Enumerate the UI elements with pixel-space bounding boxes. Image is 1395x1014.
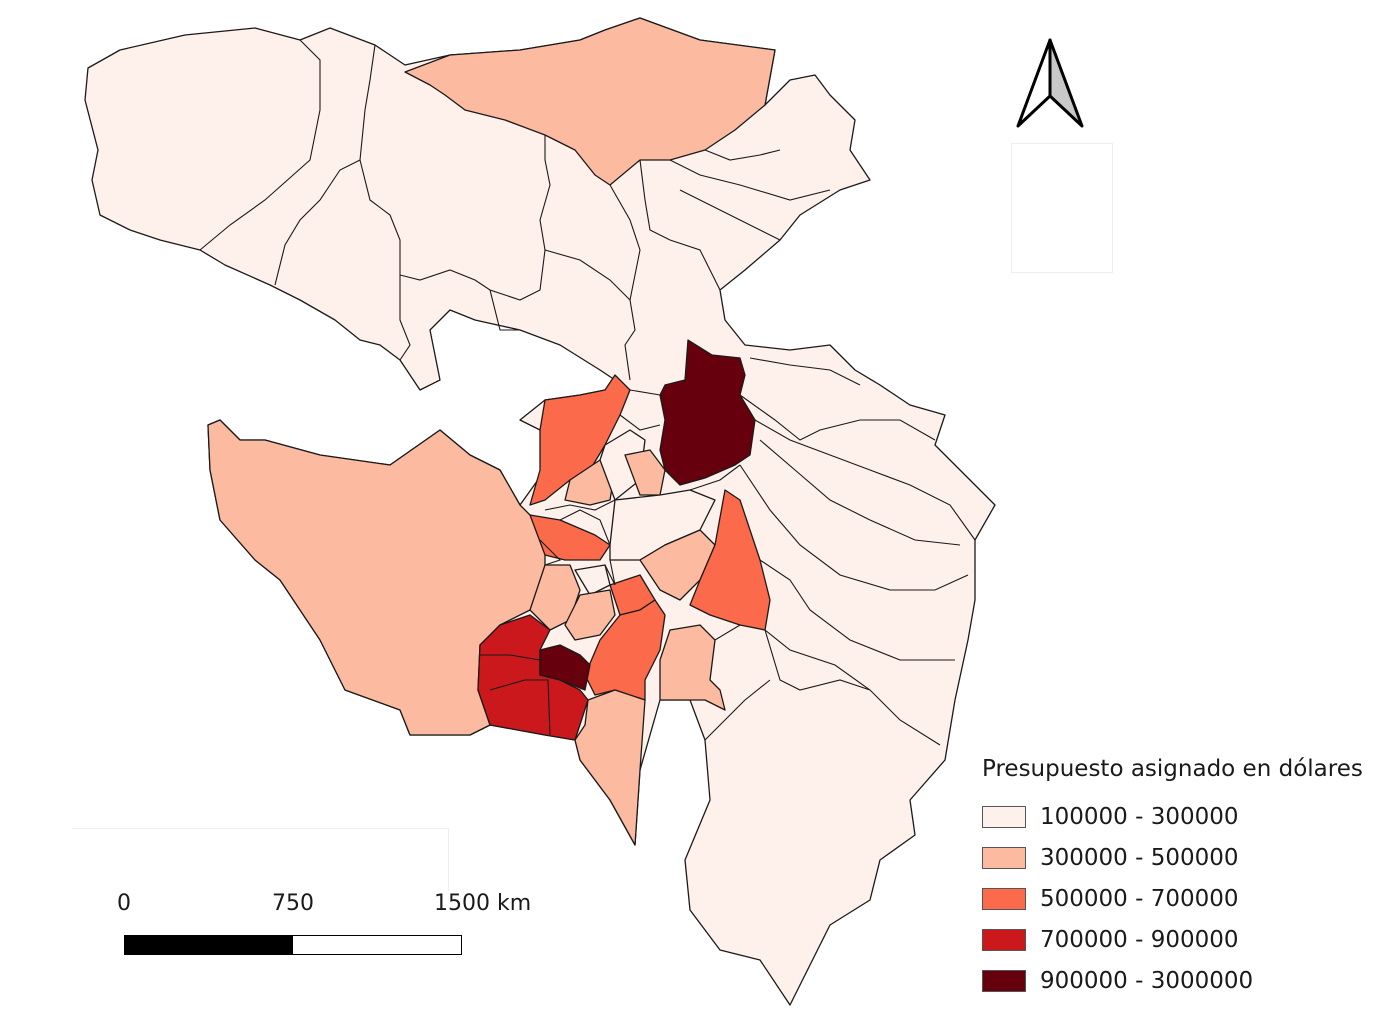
legend-swatch	[982, 928, 1026, 951]
scale-bar-labels: 0 750 1500 km	[72, 891, 531, 921]
legend-entries: 100000 - 300000 300000 - 500000 500000 - 7…	[982, 796, 1363, 1001]
legend-entry: 900000 - 3000000	[982, 960, 1363, 1001]
legend-swatch	[982, 846, 1026, 869]
legend-label: 700000 - 900000	[1040, 926, 1239, 953]
north-arrow-frame	[1011, 143, 1113, 273]
region-south-west-dark	[539, 644, 591, 691]
scale-tick-1: 750	[272, 891, 314, 916]
legend-swatch	[982, 887, 1026, 910]
legend-label: 900000 - 3000000	[1040, 967, 1254, 994]
legend-title: Presupuesto asignado en dólares	[982, 756, 1363, 782]
parish-boundaries	[199, 39, 976, 746]
region-south	[574, 689, 646, 846]
legend-swatch	[982, 805, 1026, 828]
legend-swatch	[982, 969, 1026, 992]
scale-bar-white-segment	[293, 936, 461, 954]
scale-bar-black-segment	[125, 936, 293, 954]
map-legend: Presupuesto asignado en dólares 100000 -…	[982, 756, 1363, 1001]
region-center-west	[529, 374, 631, 506]
scale-bar-group: 0 750 1500 km	[72, 828, 531, 955]
legend-label: 300000 - 500000	[1040, 844, 1239, 871]
legend-entry: 300000 - 500000	[982, 837, 1363, 878]
north-arrow-icon	[1016, 38, 1084, 128]
region-west	[207, 419, 546, 736]
region-center-west-2	[529, 514, 611, 561]
region-north	[404, 17, 776, 186]
legend-label: 100000 - 300000	[1040, 803, 1239, 830]
scale-tick-2: 1500 km	[434, 891, 532, 916]
scale-bar-frame	[72, 828, 449, 891]
scale-bar	[124, 935, 462, 955]
scale-tick-0: 0	[117, 891, 131, 916]
region-north-center-dark	[659, 339, 756, 486]
legend-entry: 500000 - 700000	[982, 878, 1363, 919]
region-central-8	[564, 589, 616, 641]
legend-entry: 100000 - 300000	[982, 796, 1363, 837]
legend-entry: 700000 - 900000	[982, 919, 1363, 960]
region-south-east	[659, 624, 726, 711]
region-south-west	[477, 614, 589, 741]
region-central-3	[624, 449, 666, 496]
legend-label: 500000 - 700000	[1040, 885, 1239, 912]
